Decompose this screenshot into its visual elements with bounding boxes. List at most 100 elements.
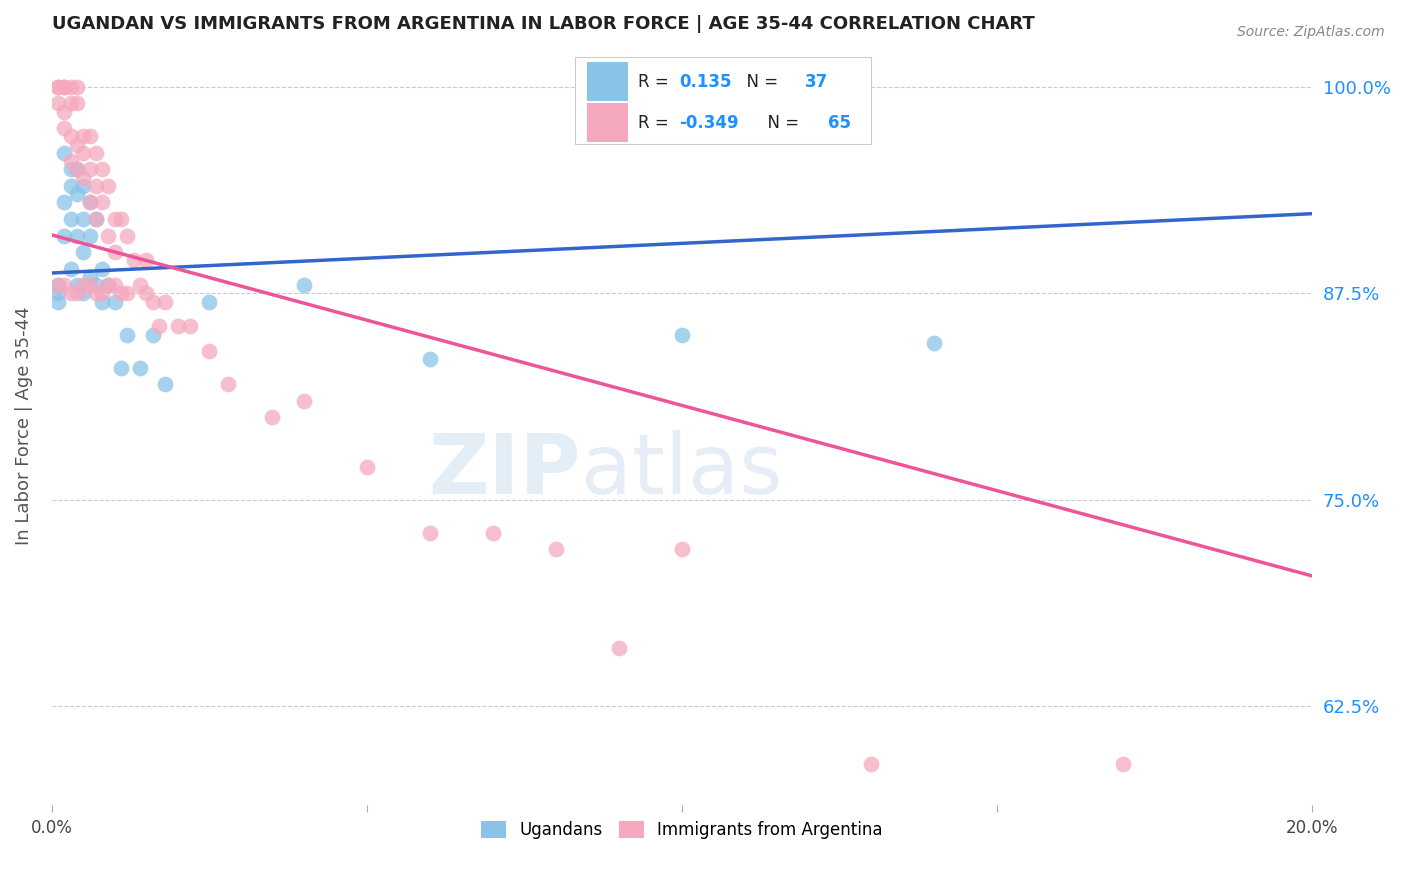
Text: R =: R =: [638, 113, 673, 131]
Point: [66, 96, 89, 111]
Point: [66, 286, 89, 301]
Point: [79, 195, 101, 210]
Point: [59, 286, 82, 301]
Point: [142, 327, 165, 342]
Point: [46, 79, 69, 94]
Point: [66, 79, 89, 94]
Point: [46, 278, 69, 293]
Point: [66, 187, 89, 202]
Point: [79, 195, 101, 210]
Text: atlas: atlas: [581, 431, 783, 511]
Point: [153, 377, 176, 392]
Point: [292, 393, 315, 408]
Point: [166, 319, 188, 334]
Point: [84, 212, 107, 227]
Point: [59, 162, 82, 177]
FancyBboxPatch shape: [588, 103, 627, 143]
Point: [66, 228, 89, 243]
Point: [79, 162, 101, 177]
Point: [97, 178, 120, 193]
Point: [129, 360, 152, 375]
Point: [59, 129, 82, 144]
Point: [97, 278, 120, 293]
Point: [142, 294, 165, 309]
Point: [122, 253, 145, 268]
Point: [135, 253, 157, 268]
Point: [607, 641, 630, 656]
Point: [53, 79, 76, 94]
Text: Source: ZipAtlas.com: Source: ZipAtlas.com: [1237, 25, 1385, 39]
FancyBboxPatch shape: [588, 62, 627, 102]
Point: [59, 154, 82, 169]
Point: [79, 278, 101, 293]
Point: [179, 319, 201, 334]
Point: [198, 294, 221, 309]
Point: [84, 286, 107, 301]
Text: -0.349: -0.349: [679, 113, 740, 131]
Point: [46, 286, 69, 301]
Point: [72, 170, 94, 185]
Point: [72, 145, 94, 160]
Point: [544, 542, 567, 557]
Point: [53, 104, 76, 119]
Point: [110, 286, 132, 301]
Y-axis label: In Labor Force | Age 35-44: In Labor Force | Age 35-44: [15, 306, 32, 545]
Point: [148, 319, 170, 334]
Point: [59, 96, 82, 111]
Point: [97, 228, 120, 243]
Point: [104, 294, 127, 309]
Point: [72, 278, 94, 293]
Point: [91, 162, 114, 177]
Point: [104, 212, 127, 227]
Text: N =: N =: [758, 113, 804, 131]
Point: [79, 269, 101, 284]
Point: [79, 228, 101, 243]
Point: [198, 344, 221, 359]
Point: [481, 525, 503, 540]
Point: [53, 79, 76, 94]
Point: [59, 212, 82, 227]
Point: [671, 327, 693, 342]
Legend: Ugandans, Immigrants from Argentina: Ugandans, Immigrants from Argentina: [474, 814, 890, 846]
Point: [84, 278, 107, 293]
Point: [72, 129, 94, 144]
Point: [91, 261, 114, 276]
Point: [84, 212, 107, 227]
Point: [922, 335, 945, 350]
Point: [356, 459, 378, 474]
Point: [110, 360, 132, 375]
Point: [859, 756, 882, 771]
Text: 65: 65: [828, 113, 851, 131]
Point: [84, 178, 107, 193]
Point: [72, 245, 94, 260]
Point: [53, 145, 76, 160]
Point: [671, 542, 693, 557]
Point: [79, 129, 101, 144]
Point: [72, 178, 94, 193]
Point: [129, 278, 152, 293]
Point: [46, 96, 69, 111]
Point: [59, 79, 82, 94]
Point: [66, 162, 89, 177]
Point: [72, 286, 94, 301]
Point: [1112, 756, 1135, 771]
Point: [91, 286, 114, 301]
FancyBboxPatch shape: [575, 57, 870, 145]
Point: [91, 294, 114, 309]
Point: [53, 121, 76, 136]
Point: [117, 327, 139, 342]
Point: [153, 294, 176, 309]
Point: [66, 137, 89, 152]
Point: [84, 145, 107, 160]
Point: [292, 278, 315, 293]
Point: [419, 352, 441, 367]
Point: [53, 195, 76, 210]
Point: [217, 377, 239, 392]
Point: [53, 278, 76, 293]
Point: [97, 278, 120, 293]
Point: [59, 178, 82, 193]
Point: [46, 278, 69, 293]
Point: [104, 278, 127, 293]
Point: [53, 228, 76, 243]
Point: [59, 261, 82, 276]
